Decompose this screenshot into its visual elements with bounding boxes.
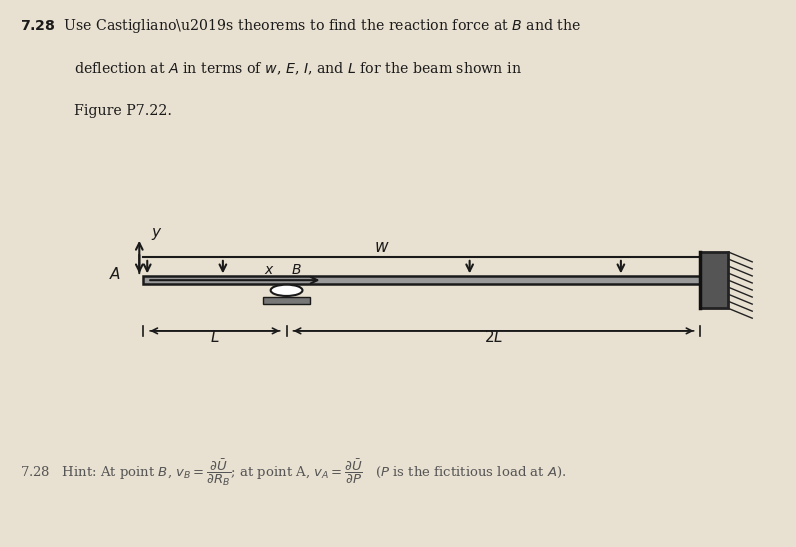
Text: $B$: $B$	[291, 263, 301, 277]
Text: $w$: $w$	[374, 239, 390, 257]
Text: Figure P7.22.: Figure P7.22.	[74, 104, 172, 118]
Bar	[143, 276, 700, 284]
Text: $A$: $A$	[109, 266, 121, 282]
Text: $2L$: $2L$	[484, 329, 503, 345]
Text: $\mathbf{7.28}$  Use Castigliano\u2019s theorems to find the reaction force at $: $\mathbf{7.28}$ Use Castigliano\u2019s t…	[20, 18, 581, 36]
Text: deflection at $A$ in terms of $w$, $E$, $I$, and $L$ for the beam shown in: deflection at $A$ in terms of $w$, $E$, …	[74, 61, 522, 77]
Bar	[700, 252, 728, 309]
Text: 7.28   Hint: At point $B$, $v_B = \dfrac{\partial\bar{U}}{\partial R_B}$; at poi: 7.28 Hint: At point $B$, $v_B = \dfrac{\…	[20, 457, 566, 487]
Circle shape	[271, 284, 302, 296]
Text: $L$: $L$	[210, 329, 220, 345]
Text: $y$: $y$	[151, 225, 163, 242]
Text: $x$: $x$	[264, 263, 275, 277]
Bar	[263, 296, 310, 304]
